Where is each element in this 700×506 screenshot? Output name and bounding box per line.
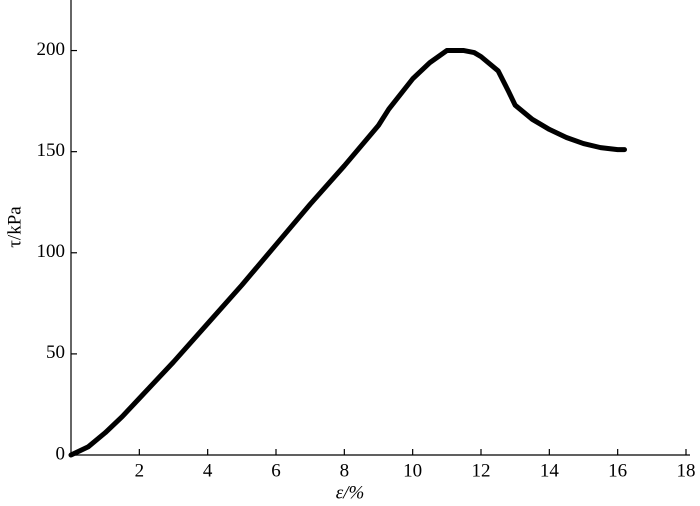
x-tick-label: 12 [472, 460, 491, 481]
y-tick-label: 0 [56, 443, 66, 464]
x-tick-label: 6 [271, 460, 281, 481]
x-tick-label: 8 [340, 460, 350, 481]
x-tick-label: 4 [203, 460, 213, 481]
y-tick-label: 200 [37, 39, 66, 60]
x-axis-label: ε/% [336, 482, 365, 503]
x-tick-label: 18 [677, 460, 696, 481]
x-tick-label: 14 [540, 460, 560, 481]
y-tick-label: 150 [37, 140, 66, 161]
x-tick-label: 10 [403, 460, 422, 481]
data-line [68, 48, 627, 458]
x-tick-label: 16 [608, 460, 627, 481]
y-tick-label: 50 [46, 342, 65, 363]
x-tick-label: 2 [135, 460, 145, 481]
y-tick-label: 100 [37, 241, 66, 262]
y-axis-label: τ/kPa [4, 206, 25, 248]
